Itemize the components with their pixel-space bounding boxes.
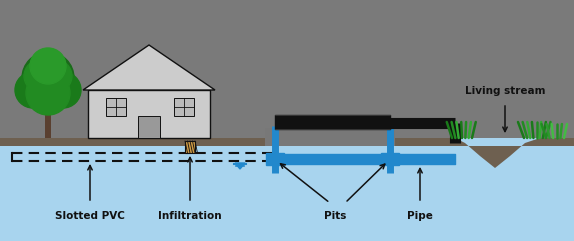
Polygon shape — [266, 153, 284, 165]
Text: Infiltration: Infiltration — [158, 211, 222, 221]
Circle shape — [45, 72, 81, 108]
Polygon shape — [138, 116, 160, 138]
Text: Pipe: Pipe — [407, 211, 433, 221]
Text: Pits: Pits — [324, 211, 346, 221]
Polygon shape — [395, 138, 460, 146]
Polygon shape — [106, 98, 126, 116]
Polygon shape — [185, 141, 195, 153]
Polygon shape — [45, 106, 51, 138]
Polygon shape — [455, 138, 574, 168]
Circle shape — [40, 60, 72, 92]
Circle shape — [15, 72, 51, 108]
Polygon shape — [455, 138, 574, 241]
Polygon shape — [88, 90, 210, 138]
Polygon shape — [265, 128, 395, 146]
Polygon shape — [0, 138, 574, 195]
Polygon shape — [174, 98, 194, 116]
Text: Living stream: Living stream — [465, 86, 545, 96]
Text: Slotted PVC: Slotted PVC — [55, 211, 125, 221]
Circle shape — [30, 48, 66, 84]
Polygon shape — [381, 153, 399, 165]
Circle shape — [26, 71, 70, 115]
Circle shape — [22, 52, 74, 104]
Polygon shape — [0, 195, 574, 241]
Polygon shape — [0, 138, 265, 146]
Polygon shape — [235, 163, 245, 169]
Circle shape — [24, 60, 56, 92]
Polygon shape — [83, 45, 215, 90]
